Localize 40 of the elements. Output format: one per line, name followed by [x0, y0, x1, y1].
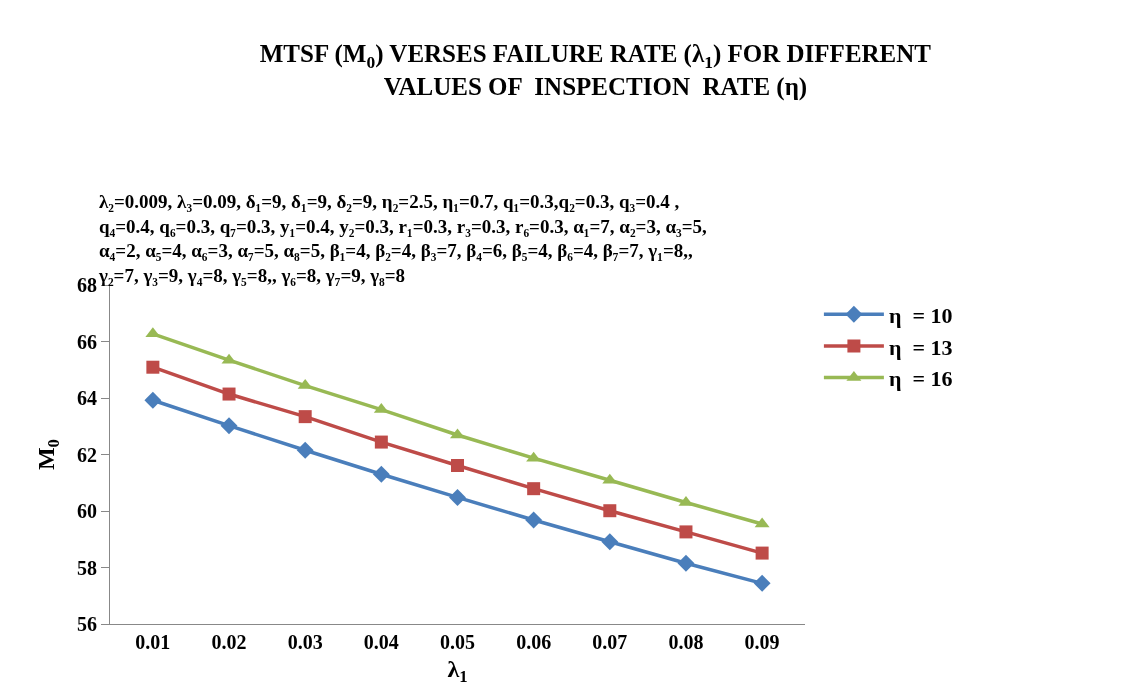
- point: [144, 391, 162, 409]
- y-tick-label: 66: [77, 330, 97, 353]
- point: [601, 533, 619, 551]
- point: [449, 488, 466, 506]
- legend-label: η = 10: [888, 302, 953, 328]
- x-tick-label: 0.09: [744, 631, 780, 653]
- legend-label: η = 13: [888, 334, 953, 360]
- x-tick-label: 0.02: [211, 631, 247, 653]
- point: [222, 387, 236, 401]
- point: [146, 360, 160, 374]
- point: [372, 465, 390, 483]
- y-tick-label: 60: [77, 500, 97, 522]
- y-tick-label: 58: [77, 556, 97, 579]
- x-axis-title: λ$_{1}$: [447, 656, 468, 687]
- y-tick-label: 62: [77, 443, 97, 466]
- x-tick-label: 0.06: [516, 631, 552, 653]
- point: [527, 482, 541, 496]
- point: [603, 504, 617, 518]
- point: [525, 511, 543, 529]
- y-tick-label: 56: [77, 613, 97, 635]
- point: [679, 525, 693, 539]
- point: [296, 441, 314, 459]
- point: [677, 554, 695, 572]
- point: [451, 459, 464, 473]
- y-tick-label: 64: [77, 387, 97, 409]
- x-tick-label: 0.05: [440, 631, 475, 653]
- x-tick-label: 0.03: [287, 631, 323, 653]
- point: [753, 574, 771, 592]
- point: [298, 410, 312, 424]
- chart-subtitle: λ₂=0.009, λ₃=0.09, δ₁=9, δ₁=9, δ₂=9, η₂=2.5, η₁=0.7, q₁=0.3,q₂=0.3, q₃=0.4 , q₄=0.4, q₆=0.3, q₇=0.3, y₁=0.4, y₂=0.3, r₁=0.3, r₃=0.3, r₆=0.3, α₁=7, α₂=3, α₃=5, α₄=2, α₅=4, α₆=3, α₇=5, α₈=5, β₁=4, β₂=4, β₃=7, β₄=6, β₅=4, β₆=4, β₇=7, γ₁=8,, γ₂=7, γ₃=9, γ₄=8, γ₅=8,, γ₆=8, γ₇=9, γ₈=8: [98, 191, 708, 287]
- point: [220, 417, 238, 435]
- y-tick-label: 68: [77, 274, 97, 296]
- point: [374, 435, 388, 449]
- point: [755, 546, 769, 560]
- x-tick-label: 0.07: [592, 631, 628, 653]
- x-tick-label: 0.01: [135, 631, 171, 653]
- x-tick-label: 0.08: [668, 631, 704, 653]
- legend-label: η = 16: [888, 366, 953, 392]
- x-tick-label: 0.04: [363, 631, 399, 653]
- chart-title: MTSF (M$_{0}$) VERSES FAILURE RATE (λ$_{1}$) FOR DIFFERENT VALUES OF INSPECTION RATE (η): [259, 40, 932, 101]
